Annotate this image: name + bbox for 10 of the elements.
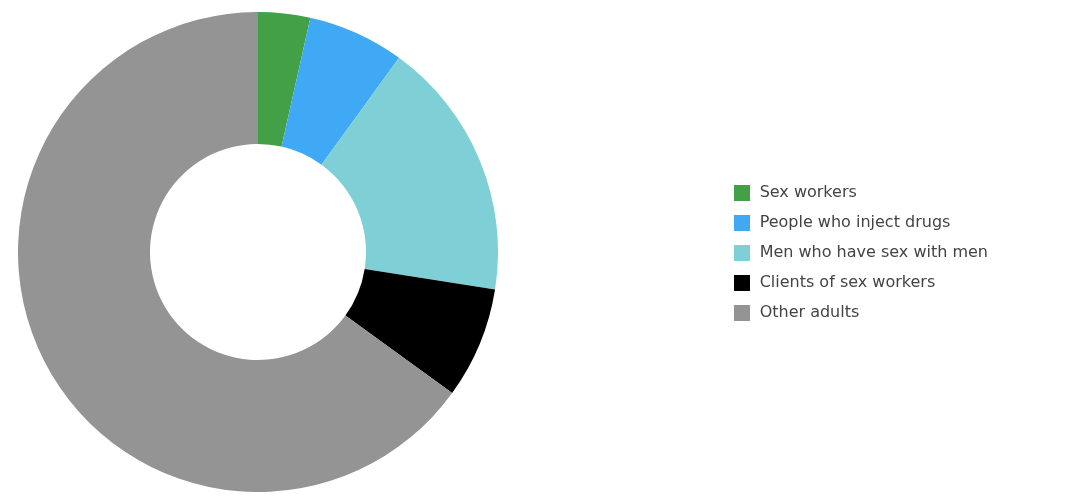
legend-label: People who inject drugs [759,212,951,231]
donut-slice [281,17,400,165]
legend-label: Sex workers [759,182,857,201]
legend-label: Clients of sex workers [759,272,936,291]
legend-label: Other adults [759,302,860,321]
donut-slice [345,268,496,394]
donut-slice [18,12,453,492]
legend-label: Men who have sex with men [759,242,988,261]
donut-slice [321,57,498,290]
donut-slice [258,12,311,147]
